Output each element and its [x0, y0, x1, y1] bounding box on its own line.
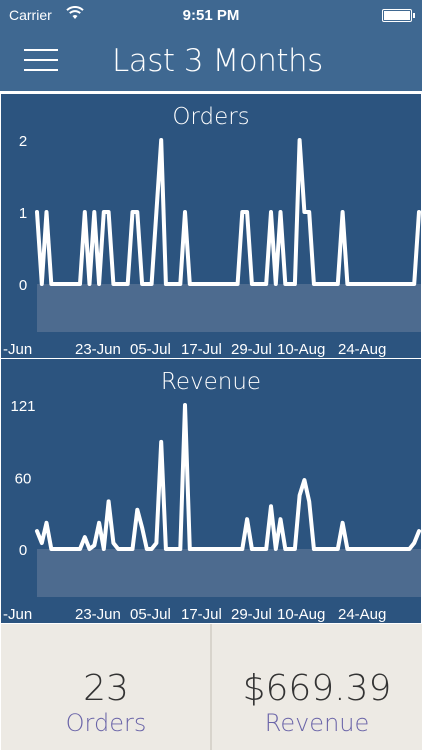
x-tick-label: 10-Aug: [277, 341, 325, 358]
nav-bar: Last 3 Months: [0, 30, 422, 91]
x-tick-label: 10-Aug: [277, 606, 325, 623]
status-time: 9:51 PM: [182, 7, 240, 24]
series-line: [35, 138, 421, 286]
x-tick-label: 17-Jul: [181, 341, 222, 358]
revenue-label: Revenue: [264, 709, 370, 737]
battery-icon: [382, 9, 415, 22]
page-title: Last 3 Months: [112, 43, 323, 79]
revenue-chart-title: Revenue: [160, 369, 262, 395]
orders-count: 23: [83, 668, 129, 709]
status-bar: Carrier 9:51 PM: [0, 0, 422, 30]
hamburger-menu-icon[interactable]: [24, 48, 58, 72]
x-tick-label: 05-Jul: [130, 341, 171, 358]
x-tick-label: 05-Jul: [130, 606, 171, 623]
x-tick-label: 23-Jun: [75, 606, 121, 623]
x-tick-label: -Jun: [3, 341, 32, 358]
revenue-total: $669.39: [242, 668, 392, 709]
x-tick-label: 17-Jul: [181, 606, 222, 623]
orders-label: Orders: [65, 709, 147, 737]
wifi-icon: [66, 6, 84, 25]
orders-chart-svg: 2 1 0 -Jun 23-Jun 05-Jul 17-Jul 29-Jul 10-Aug 24-…: [3, 133, 421, 358]
x-tick-label: 24-Aug: [338, 606, 386, 623]
revenue-chart-svg: 121 60 0 -Jun 23-Jun 05-Jul 17-Jul 29-Jul 10-Aug…: [3, 398, 421, 623]
y-tick-label: 2: [19, 133, 27, 150]
chart-baseline-area: [37, 284, 421, 332]
orders-summary: 23 Orders: [1, 624, 211, 750]
orders-chart: Orders 2 1 0 -Jun 23-Jun 05-Jul 17-Jul 29-Jul 10…: [1, 94, 421, 358]
y-tick-label: 0: [19, 277, 27, 294]
y-tick-label: 0: [19, 542, 27, 559]
x-tick-label: -Jun: [3, 606, 32, 623]
summary-divider: [210, 624, 212, 750]
orders-chart-title: Orders: [172, 104, 250, 130]
series-line: [35, 403, 421, 551]
x-tick-label: 24-Aug: [338, 341, 386, 358]
y-tick-label: 121: [10, 398, 35, 415]
revenue-chart: Revenue 121 60 0 -Jun 23-Jun 05-Jul 17-Jul 29-J…: [1, 359, 421, 623]
x-tick-label: 29-Jul: [231, 606, 272, 623]
revenue-summary: $669.39 Revenue: [212, 624, 422, 750]
carrier-label: Carrier: [9, 7, 52, 23]
chart-baseline-area: [37, 549, 421, 597]
x-tick-label: 23-Jun: [75, 341, 121, 358]
y-tick-label: 60: [15, 471, 32, 488]
x-tick-label: 29-Jul: [231, 341, 272, 358]
y-tick-label: 1: [19, 205, 27, 222]
